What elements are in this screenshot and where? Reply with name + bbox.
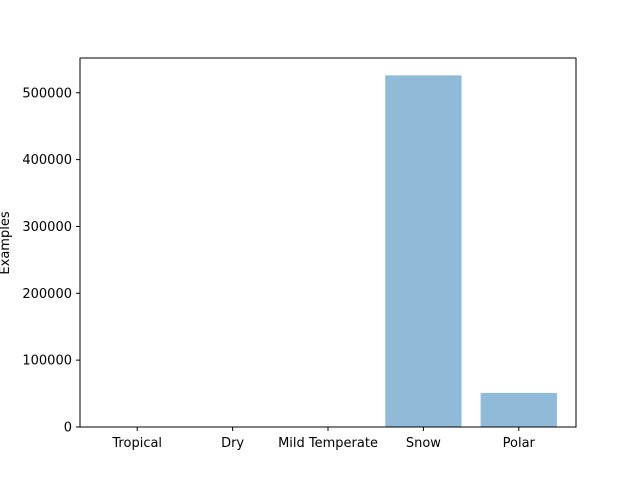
bar-snow <box>385 75 462 427</box>
x-tick-label: Dry <box>221 436 244 451</box>
bars <box>385 75 557 427</box>
plot-frame <box>79 57 577 428</box>
bar-polar <box>480 392 557 427</box>
y-axis-ticks: 0 100000 200000 300000 400000 500000 <box>22 86 80 436</box>
y-tick-label: 400000 <box>22 153 72 168</box>
y-tick-label: 100000 <box>22 354 72 369</box>
y-axis-label: Examples <box>0 211 13 274</box>
y-tick-label: 200000 <box>22 287 72 302</box>
x-tick-label: Snow <box>406 436 441 451</box>
y-tick-label: 300000 <box>22 220 72 235</box>
x-axis-ticks: Tropical Dry Mild Temperate Snow Polar <box>111 427 536 451</box>
x-tick-label: Polar <box>503 436 536 451</box>
x-tick-label: Mild Temperate <box>278 436 378 451</box>
y-tick-label: 500000 <box>22 86 72 101</box>
y-tick-label: 0 <box>64 421 72 436</box>
x-tick-label: Tropical <box>111 436 162 451</box>
